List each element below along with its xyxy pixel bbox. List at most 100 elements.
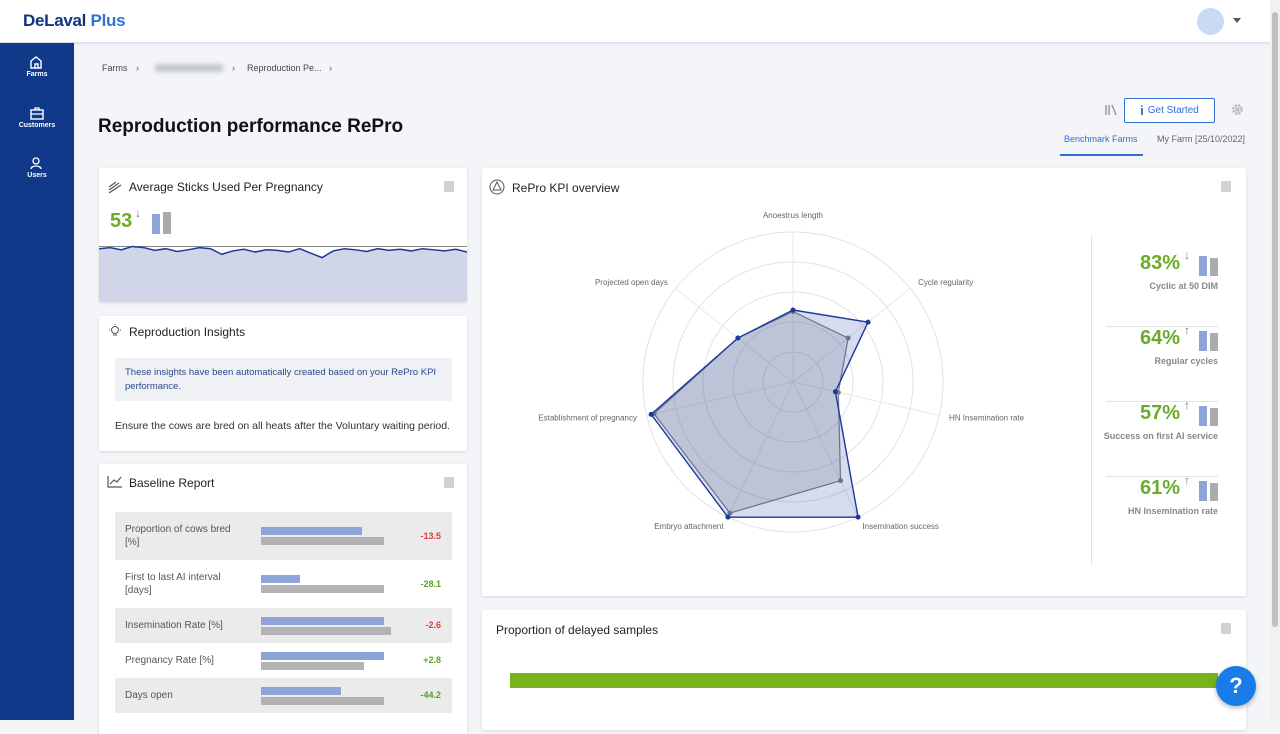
- kpi-item: 57%↑Success on first AI service: [1106, 402, 1218, 477]
- radar-point: [833, 389, 838, 394]
- baseline-row: First to last AI interval [days]-28.1: [115, 560, 452, 608]
- mini-bar: [152, 214, 160, 234]
- farm-bar: [261, 687, 341, 695]
- radar-point: [791, 308, 796, 313]
- avatar[interactable]: [1197, 8, 1224, 35]
- help-button[interactable]: ?: [1216, 666, 1256, 706]
- card-title: Baseline Report: [129, 476, 214, 490]
- card-icon: [108, 324, 122, 338]
- mini-bar: [1199, 256, 1207, 276]
- sidebar: Farms Customers Users: [0, 43, 74, 720]
- kpi-item: 83%↓Cyclic at 50 DIM: [1106, 252, 1218, 327]
- insight-text: Ensure the cows are bred on all heats af…: [115, 420, 450, 432]
- kpi-value: 53: [110, 210, 132, 233]
- baseline-card: Baseline Report Proportion of cows bred …: [99, 464, 467, 734]
- nav-users[interactable]: Users: [0, 157, 74, 179]
- farm-bar: [261, 617, 384, 625]
- scrollbar: [1270, 0, 1280, 720]
- divider: [1091, 235, 1092, 565]
- row-diff: -2.6: [425, 619, 441, 632]
- mini-bar: [163, 212, 171, 234]
- breadcrumb-separator: ›: [136, 63, 139, 73]
- kpi-item: 61%↑HN Insemination rate: [1106, 477, 1218, 552]
- trend-area: [99, 246, 467, 302]
- info-book[interactable]: [1221, 623, 1231, 634]
- account-caret[interactable]: [1233, 18, 1243, 24]
- baseline-row: Pregnancy Rate [%] +2.8: [115, 643, 452, 678]
- benchmark-bar: [261, 627, 391, 635]
- kpi-item: 64%↑Regular cycles: [1106, 327, 1218, 402]
- radar-axis-label: Embryo attachment: [654, 522, 724, 531]
- kpi-value: 57%: [1140, 402, 1180, 425]
- radar-axis-label: Anoestrus length: [763, 211, 823, 220]
- blurred-farm-name[interactable]: [155, 64, 223, 72]
- sticks-card: Average Sticks Used Per Pregnancy 53 ↓: [99, 168, 467, 302]
- get-started-button[interactable]: iGet Started: [1124, 98, 1215, 123]
- kpi-value: 83%: [1140, 252, 1180, 275]
- kpi-value: 61%: [1140, 477, 1180, 500]
- kpi-label: Regular cycles: [1154, 356, 1218, 366]
- row-label: Pregnancy Rate [%]: [125, 654, 243, 667]
- info-book[interactable]: [444, 181, 454, 192]
- row-bars: [261, 687, 384, 705]
- insight-note: These insights have been automatically c…: [115, 358, 452, 401]
- row-diff: +2.8: [423, 654, 441, 667]
- row-bars: [261, 527, 384, 545]
- info-icon: i: [1140, 103, 1144, 118]
- radar-point: [649, 412, 654, 417]
- icon: [30, 56, 44, 69]
- nav-customers[interactable]: Customers: [0, 107, 74, 129]
- trend-arrow: ↑: [1184, 473, 1190, 487]
- kpi-label: HN Insemination rate: [1128, 506, 1218, 516]
- radar-point: [856, 515, 861, 520]
- nav-farms[interactable]: Farms: [0, 56, 74, 78]
- mini-bar: [1199, 406, 1207, 426]
- logo[interactable]: DeLaval Plus: [23, 11, 125, 31]
- mini-bar: [1210, 483, 1218, 501]
- icon: [30, 157, 44, 170]
- mini-bar: [1210, 333, 1218, 351]
- info-book[interactable]: [444, 477, 454, 488]
- delayed-card: Proportion of delayed samples: [482, 610, 1246, 730]
- baseline-row: Days open-44.2: [115, 678, 452, 713]
- radar-point: [735, 336, 740, 341]
- tab-my-farm[interactable]: My Farm [25/10/2022]: [1157, 134, 1245, 144]
- farm-bar: [261, 527, 362, 535]
- row-label: Proportion of cows bred [%]: [125, 523, 243, 549]
- info-book[interactable]: [1221, 181, 1231, 192]
- sparkline: [99, 240, 467, 302]
- settings-icon[interactable]: [1231, 103, 1244, 116]
- card-title: Proportion of delayed samples: [496, 623, 658, 637]
- tab-underline: [1060, 154, 1143, 156]
- baseline-table: Proportion of cows bred [%] -13.5 First to…: [115, 512, 452, 713]
- radar-axis-label: Establishment of pregnancy: [538, 414, 637, 423]
- radar-axis-label: Insemination success: [862, 522, 938, 531]
- trend-arrow: ↑: [1184, 398, 1190, 412]
- breadcrumb-separator: ›: [232, 63, 235, 73]
- trend-arrow: ↑: [1184, 323, 1190, 337]
- logo-accent: Plus: [91, 11, 126, 30]
- mini-bar: [1210, 408, 1218, 426]
- benchmark-bar: [261, 585, 384, 593]
- page-title: Reproduction performance RePro: [98, 116, 403, 138]
- breadcrumb-item[interactable]: Farms: [102, 63, 128, 73]
- card-icon: [108, 180, 122, 194]
- row-diff: -13.5: [420, 530, 441, 543]
- radar-axis-label: Projected open days: [595, 278, 668, 287]
- row-bars: [261, 617, 391, 635]
- kpi-list: 83%↓Cyclic at 50 DIM64%↑Regular cycles57…: [1106, 252, 1218, 552]
- tab-benchmark[interactable]: Benchmark Farms: [1064, 134, 1138, 144]
- icon: [30, 107, 44, 120]
- radar-series: [651, 310, 868, 517]
- logo-text: DeLaval: [23, 11, 86, 30]
- benchmark-bar: [261, 662, 364, 670]
- mini-bar: [1199, 331, 1207, 351]
- baseline-row: Insemination Rate [%]-2.6: [115, 608, 452, 643]
- benchmark-bar: [261, 537, 384, 545]
- breadcrumb-item[interactable]: Reproduction Pe...: [247, 63, 322, 73]
- radar-axis-label: HN Insemination rate: [949, 414, 1025, 423]
- radar-point: [725, 515, 730, 520]
- library-icon[interactable]: [1105, 104, 1118, 116]
- mini-bar: [1199, 481, 1207, 501]
